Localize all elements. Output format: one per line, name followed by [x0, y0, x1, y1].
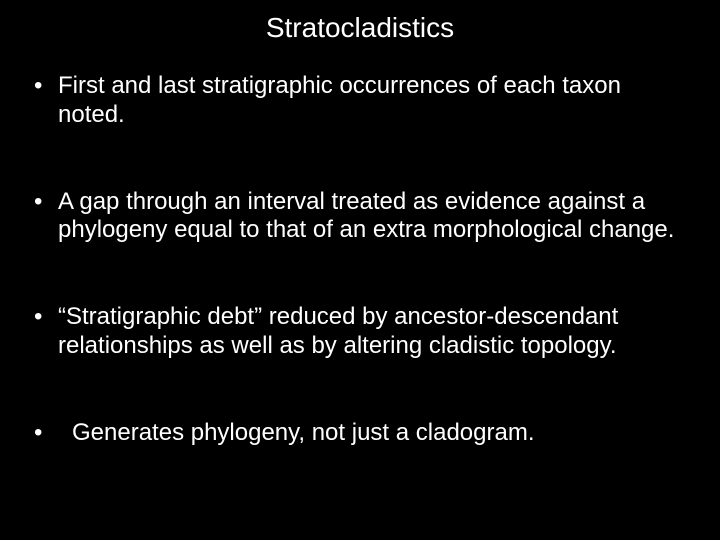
slide-title: Stratocladistics	[30, 12, 690, 44]
bullet-item: First and last stratigraphic occurrences…	[30, 72, 690, 130]
bullet-list: First and last stratigraphic occurrences…	[30, 72, 690, 448]
bullet-item: A gap through an interval treated as evi…	[30, 188, 690, 246]
bullet-item: “Stratigraphic debt” reduced by ancestor…	[30, 303, 690, 361]
bullet-item: Generates phylogeny, not just a cladogra…	[30, 419, 690, 448]
